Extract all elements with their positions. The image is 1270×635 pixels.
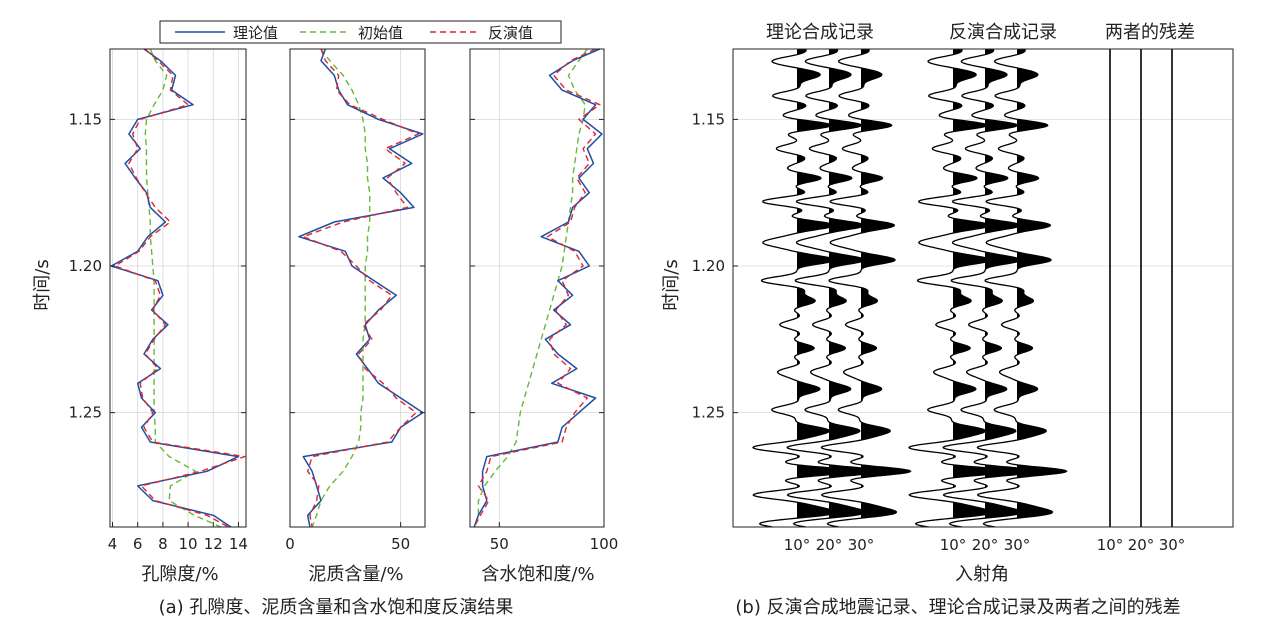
y-tick-label: 1.15 xyxy=(692,110,725,128)
track-saturation: 50 100 xyxy=(469,48,619,553)
series-line-inverted xyxy=(473,48,601,528)
legend-label-theory: 理论值 xyxy=(233,24,278,42)
track-porosity: 4 6 8 10 12 14 1.15 1.20 1.25 xyxy=(69,48,248,553)
wiggle-trace xyxy=(820,48,912,528)
y-tick-label: 1.20 xyxy=(692,257,725,275)
legend-box xyxy=(159,20,562,44)
y-tick-label: 1.20 xyxy=(69,257,102,275)
x-tick-label: 12 xyxy=(204,535,223,553)
series-line-initial xyxy=(144,48,222,528)
angle-label: 10° xyxy=(1097,536,1124,554)
ylabel-a: 时间/s xyxy=(32,259,53,310)
ylabel-b: 时间/s xyxy=(661,259,682,310)
series-line-initial xyxy=(311,48,371,528)
track-shale: 0 50 xyxy=(285,48,426,553)
group-title-inverted: 反演合成记录 xyxy=(949,22,1057,43)
y-tick-label: 1.25 xyxy=(692,404,725,422)
x-tick-label: 100 xyxy=(590,535,619,553)
legend-label-inverted: 反演值 xyxy=(488,24,533,42)
x-tick-label: 50 xyxy=(490,535,509,553)
wiggle-trace xyxy=(752,48,854,528)
angle-label: 20° xyxy=(1128,536,1155,554)
series-line-inverted xyxy=(302,48,420,528)
wiggle-fill xyxy=(985,49,1038,527)
x-tick-label: 0 xyxy=(285,535,295,553)
group-title-residual: 两者的残差 xyxy=(1105,22,1195,43)
xlabel-saturation: 含水饱和度/% xyxy=(481,564,594,585)
xlabel-porosity: 孔隙度/% xyxy=(141,564,218,585)
y-tick-label: 1.15 xyxy=(69,110,102,128)
angle-label: 30° xyxy=(1004,536,1031,554)
angle-label: 10° xyxy=(940,536,967,554)
wiggle-trace xyxy=(976,48,1068,528)
x-tick-label: 50 xyxy=(391,535,410,553)
panel-b-frame xyxy=(732,48,1234,528)
y-tick-label: 1.25 xyxy=(69,404,102,422)
track-frame xyxy=(469,48,605,528)
series-line-initial xyxy=(473,48,588,528)
series-line-theory xyxy=(473,48,603,528)
caption-b: (b) 反演合成地震记录、理论合成记录及两者之间的残差 xyxy=(735,597,1180,618)
legend: 理论值 初始值 反演值 xyxy=(159,20,562,44)
legend-label-initial: 初始值 xyxy=(358,24,403,42)
track-frame xyxy=(109,48,247,528)
group-title-theory: 理论合成记录 xyxy=(766,22,874,43)
wiggle-trace xyxy=(786,48,883,528)
wiggle-fill xyxy=(797,49,852,527)
wiggle-fill xyxy=(829,49,882,527)
x-tick-label: 14 xyxy=(229,535,248,553)
angle-label: 30° xyxy=(1159,536,1186,554)
wiggle-fill xyxy=(953,49,1008,527)
angle-label: 10° xyxy=(784,536,811,554)
angle-label: 20° xyxy=(816,536,843,554)
x-tick-label: 6 xyxy=(133,535,143,553)
series-line-inverted xyxy=(114,48,246,528)
x-tick-label: 4 xyxy=(108,535,118,553)
wiggle-trace xyxy=(942,48,1039,528)
xlabel-b: 入射角 xyxy=(955,564,1009,585)
wiggle-fill xyxy=(1017,49,1067,527)
angle-label: 30° xyxy=(848,536,875,554)
wiggle-trace xyxy=(908,48,1010,528)
x-tick-label: 8 xyxy=(158,535,168,553)
x-tick-label: 10 xyxy=(179,535,198,553)
series-line-theory xyxy=(110,48,240,528)
wiggle-fill xyxy=(861,49,911,527)
caption-a: (a) 孔隙度、泥质含量和含水饱和度反演结果 xyxy=(159,597,514,618)
track-frame xyxy=(289,48,426,528)
angle-label: 20° xyxy=(972,536,999,554)
xlabel-shale: 泥质含量/% xyxy=(308,564,403,585)
